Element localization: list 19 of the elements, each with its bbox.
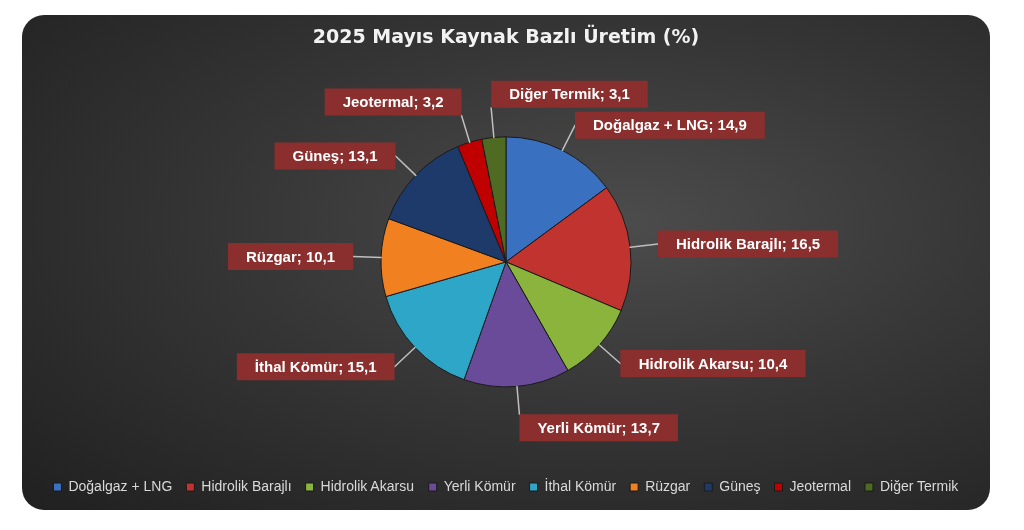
data-label: İthal Kömür; 15,1 (254, 357, 377, 375)
data-label: Diğer Termik; 3,1 (509, 85, 630, 103)
legend-label: Hidrolik Barajlı (201, 477, 292, 494)
data-label: Yerli Kömür; 13,7 (537, 418, 660, 436)
data-label: Rüzgar; 10,1 (245, 247, 336, 265)
legend-label: Jeotermal (789, 477, 851, 494)
legend-label: Doğalgaz + LNG (68, 477, 173, 494)
data-label: Jeotermal; 3,2 (342, 93, 444, 111)
data-label: Hidrolik Akarsu; 10,4 (638, 354, 788, 372)
legend-label: Yerli Kömür (443, 477, 516, 494)
legend-label: Rüzgar (645, 477, 691, 494)
data-label: Hidrolik Barajlı; 16,5 (675, 235, 821, 253)
legend-label: İthal Kömür (544, 476, 617, 494)
legend-label: Güneş (719, 477, 761, 494)
data-label: Güneş; 13,1 (292, 147, 378, 165)
legend-label: Hidrolik Akarsu (320, 477, 414, 494)
data-label: Doğalgaz + LNG; 14,9 (592, 116, 747, 134)
legend-label: Diğer Termik (880, 477, 960, 494)
chart-title: 2025 Mayıs Kaynak Bazlı Üretim (%) (312, 24, 700, 48)
